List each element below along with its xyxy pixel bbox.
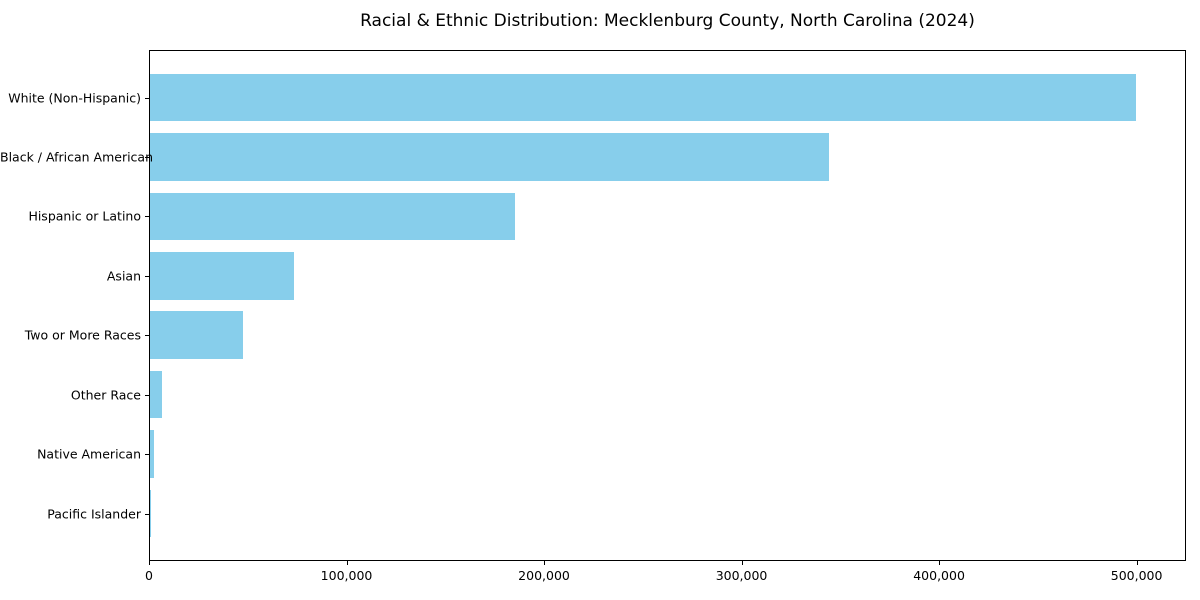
- y-tick-mark: [145, 216, 149, 218]
- y-tick-label: White (Non-Hispanic): [8, 90, 141, 105]
- bar: [150, 430, 154, 478]
- x-tick-mark: [939, 561, 941, 565]
- y-tick-label: Two or More Races: [24, 327, 141, 343]
- y-tick-mark: [145, 156, 149, 158]
- y-tick-mark: [145, 97, 149, 99]
- x-tick-mark: [544, 561, 546, 565]
- y-tick-mark: [145, 275, 149, 277]
- chart-title: Racial & Ethnic Distribution: Mecklenbur…: [360, 11, 975, 31]
- x-tick-label: 0: [145, 568, 153, 583]
- x-tick-label: 200,000: [518, 568, 570, 583]
- y-tick-label: Hispanic or Latino: [28, 208, 141, 224]
- y-tick-mark: [145, 394, 149, 396]
- y-tick-mark: [145, 454, 149, 456]
- plot-area: [149, 50, 1186, 561]
- y-tick-label: Other Race: [70, 387, 141, 403]
- bar: [150, 192, 516, 241]
- y-tick-label: Native American: [37, 446, 141, 462]
- x-tick-mark: [149, 561, 150, 565]
- x-tick-mark: [346, 561, 348, 565]
- x-tick-label: 300,000: [715, 568, 768, 583]
- y-tick-label: Asian: [106, 268, 141, 284]
- bar: [150, 73, 1136, 122]
- bar: [150, 133, 830, 181]
- y-tick-label: Pacific Islander: [47, 506, 141, 521]
- x-tick-label: 500,000: [1110, 568, 1163, 583]
- x-tick-label: 400,000: [913, 568, 965, 583]
- y-tick-mark: [145, 335, 149, 337]
- x-tick-mark: [1136, 561, 1138, 565]
- bar: [150, 311, 243, 359]
- y-tick-mark: [145, 513, 149, 515]
- bar: [150, 370, 162, 419]
- bar: [150, 489, 151, 538]
- x-tick-label: 100,000: [320, 568, 373, 583]
- bar: [150, 252, 295, 300]
- x-tick-mark: [741, 561, 743, 565]
- y-tick-label: Black / African American: [0, 149, 154, 165]
